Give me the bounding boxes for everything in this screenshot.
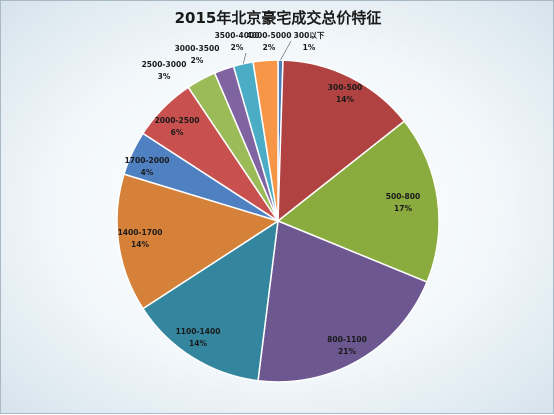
slice-category-label: 3500-4000 (215, 31, 260, 40)
slice-percent-label: 17% (394, 204, 412, 213)
slice-category-label: 3000-3500 (175, 44, 220, 53)
slice-percent-label: 3% (158, 72, 171, 81)
slice-category-label: 500-800 (386, 192, 420, 201)
slice-percent-label: 4% (141, 168, 154, 177)
slice-percent-label: 14% (336, 95, 354, 104)
leader-line (242, 52, 247, 64)
slice-percent-label: 14% (189, 339, 207, 348)
slice-category-label: 1100-1400 (176, 327, 221, 336)
pie-slice-500-800 (276, 120, 440, 284)
slice-percent-label: 2% (231, 43, 244, 52)
pie-slice-800-1100 (257, 219, 428, 383)
pie-slice-1400-1700 (116, 173, 280, 310)
slice-category-label: 300-500 (328, 83, 362, 92)
slice-percent-label: 2% (263, 43, 276, 52)
leader-line (280, 40, 292, 61)
slice-category-label: 1400-1700 (118, 228, 163, 237)
slice-percent-label: 1% (303, 43, 316, 52)
slice-percent-label: 6% (171, 128, 184, 137)
slice-category-label: 2500-3000 (142, 60, 187, 69)
slice-category-label: 300以下 (294, 31, 325, 40)
slice-percent-label: 2% (191, 56, 204, 65)
slice-category-label: 1700-2000 (125, 156, 170, 165)
pie-slice-300-500 (277, 59, 406, 223)
slice-category-label: 4000-5000 (247, 31, 292, 40)
pie-slice-1100-1400 (141, 219, 279, 382)
slice-percent-label: 14% (131, 240, 149, 249)
slice-percent-label: 21% (338, 347, 356, 356)
slice-category-label: 2000-2500 (155, 116, 200, 125)
chart-title: 2015年北京豪宅成交总价特征 (174, 9, 382, 27)
slice-category-label: 800-1100 (327, 335, 367, 344)
pie-slice-4000-5000 (252, 59, 279, 222)
